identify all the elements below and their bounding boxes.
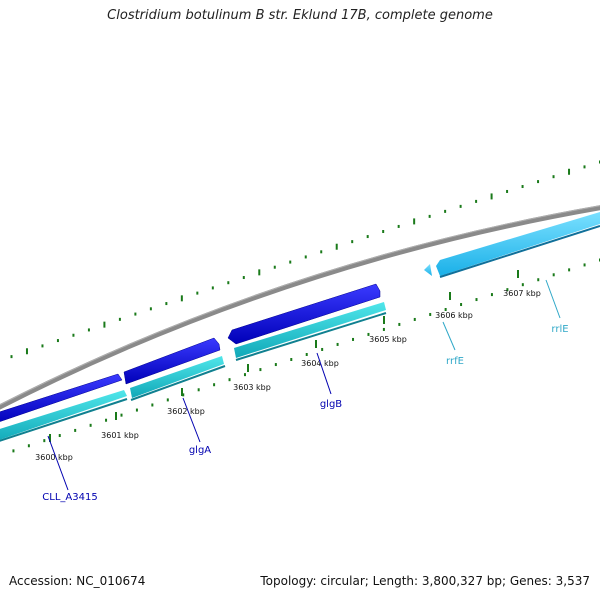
coordinate-ticks: 3600 kbp 3601 kbp 3602 kbp 3603 kbp 3604 kbp… bbox=[12, 258, 600, 462]
rrna-arrow-rrfe[interactable] bbox=[424, 264, 432, 276]
map-title: Clostridium botulinum B str. Eklund 17B,… bbox=[107, 8, 493, 23]
rrna-edge bbox=[439, 225, 600, 278]
gene-leader-line bbox=[182, 397, 201, 443]
gene-bar-cyan-1[interactable] bbox=[0, 390, 127, 443]
gene-labels: CLL_A3415 glgA glgB rrfE rrlE bbox=[42, 279, 569, 503]
gene-arrow-cll-a3415[interactable] bbox=[0, 373, 123, 425]
tick-label: 3603 kbp bbox=[233, 383, 271, 392]
gene-label-glgb[interactable]: glgB bbox=[320, 399, 342, 410]
gene-label-rrle[interactable]: rrlE bbox=[551, 324, 568, 335]
gene-bar-cyan-2-edge bbox=[130, 365, 226, 401]
tick-label: 3600 kbp bbox=[35, 453, 73, 462]
tick-label: 3601 kbp bbox=[101, 431, 139, 440]
gene-bar-cyan-2[interactable] bbox=[130, 356, 224, 398]
genome-summary: Topology: circular; Length: 3,800,327 bp… bbox=[260, 574, 590, 588]
tick-label: 3607 kbp bbox=[503, 289, 541, 298]
gene-bar-cyan-1-edge bbox=[0, 398, 128, 442]
outer-dash-ring bbox=[10, 160, 600, 359]
tick-label: 3604 kbp bbox=[301, 359, 339, 368]
tick-label: 3605 kbp bbox=[369, 335, 407, 344]
rrna-arrow-rrle[interactable] bbox=[436, 212, 600, 276]
gene-leader-line bbox=[442, 321, 456, 351]
gene-leader-line bbox=[545, 279, 561, 319]
gene-bar-cyan-3[interactable] bbox=[234, 302, 386, 358]
tick-label: 3602 kbp bbox=[167, 407, 205, 416]
tick-label: 3606 kbp bbox=[435, 311, 473, 320]
gene-arrow-glga[interactable] bbox=[123, 337, 221, 385]
gene-label-rrfe[interactable]: rrfE bbox=[446, 356, 464, 367]
gene-arrow-glgb[interactable] bbox=[227, 283, 381, 345]
gene-bar-cyan-3-edge bbox=[235, 312, 387, 361]
gene-label-cll-a3415[interactable]: CLL_A3415 bbox=[42, 492, 97, 503]
genome-backbone bbox=[0, 205, 600, 410]
gene-label-glga[interactable]: glgA bbox=[189, 445, 211, 456]
gene-leader-line bbox=[316, 352, 332, 395]
genome-backbone-highlight bbox=[0, 205, 600, 406]
gene-leader-line bbox=[47, 435, 69, 491]
accession-label: Accession: NC_010674 bbox=[9, 574, 146, 588]
